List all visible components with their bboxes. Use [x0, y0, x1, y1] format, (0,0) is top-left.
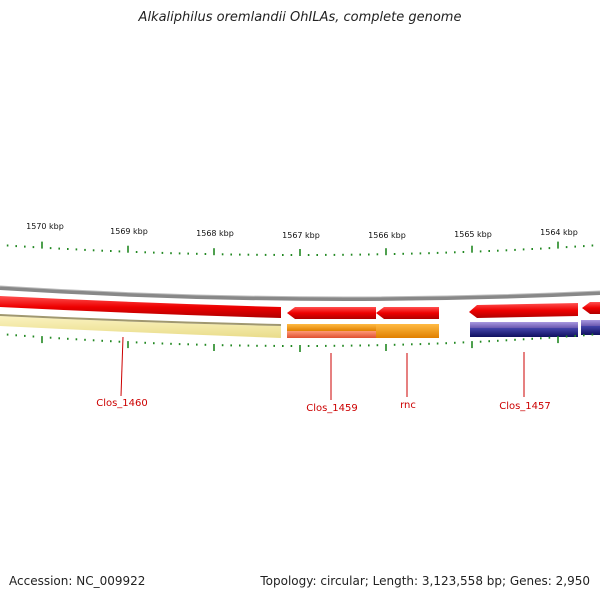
band-yellow-edge	[0, 314, 282, 326]
genome-backbone-outer	[0, 286, 600, 301]
band-salmon	[287, 331, 376, 338]
band-yellow	[0, 316, 281, 338]
band-navy-next	[581, 326, 600, 335]
band-orange-b	[376, 324, 439, 338]
genome-backbone-outer-shade	[0, 285, 600, 298]
ruler-label-1569: 1569 kbp	[110, 227, 148, 236]
ruler-label-1565: 1565 kbp	[454, 230, 492, 239]
ruler-label-1567: 1567 kbp	[282, 231, 320, 240]
leader-clos-1460	[120, 336, 124, 397]
band-lavender	[470, 322, 578, 328]
ruler-label-1568: 1568 kbp	[196, 229, 234, 238]
accession-text: Accession: NC_009922	[9, 574, 146, 588]
ruler-label-1564: 1564 kbp	[540, 228, 578, 237]
map-title: Alkaliphilus oremlandii OhILAs, complete…	[138, 10, 462, 25]
gene-next	[582, 302, 600, 314]
outer-tick-marks	[6, 241, 594, 256]
gene-clos-1459	[287, 307, 376, 319]
genome-summary-text: Topology: circular; Length: 3,123,558 bp…	[260, 574, 590, 588]
gene-label-clos-1460: Clos_1460	[96, 398, 148, 409]
gene-label-clos-1459: Clos_1459	[306, 403, 358, 414]
gene-label-clos-1457: Clos_1457	[499, 401, 551, 412]
band-navy	[470, 328, 578, 337]
gene-label-rnc: rnc	[400, 400, 416, 411]
gene-clos-1457	[469, 303, 578, 318]
band-orange-a	[287, 324, 376, 331]
ruler-label-1570: 1570 kbp	[26, 222, 64, 231]
inner-tick-marks	[6, 333, 594, 352]
band-lavender-next	[581, 320, 600, 326]
ruler-label-1566: 1566 kbp	[368, 231, 406, 240]
gene-clos-1460	[0, 296, 281, 318]
gene-rnc	[376, 307, 439, 319]
